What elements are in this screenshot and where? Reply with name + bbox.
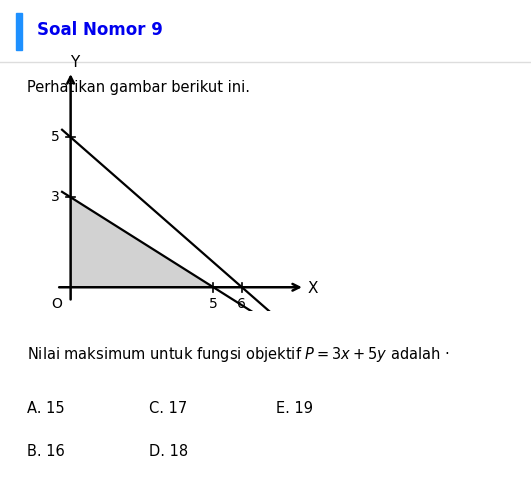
- Text: E. 19: E. 19: [276, 401, 313, 416]
- Text: Perhatikan gambar berikut ini.: Perhatikan gambar berikut ini.: [27, 80, 250, 95]
- Text: 5: 5: [209, 297, 218, 311]
- Text: B. 16: B. 16: [27, 444, 64, 459]
- Polygon shape: [71, 197, 213, 287]
- Text: X: X: [307, 281, 318, 296]
- Text: A. 15: A. 15: [27, 401, 64, 416]
- Text: 3: 3: [50, 190, 59, 204]
- Text: 6: 6: [237, 297, 246, 311]
- Text: Nilai maksimum untuk fungsi objektif $P = 3x + 5y$ adalah ·: Nilai maksimum untuk fungsi objektif $P …: [27, 345, 449, 364]
- Text: Y: Y: [70, 55, 80, 70]
- Text: O: O: [51, 297, 62, 311]
- Text: D. 18: D. 18: [149, 444, 188, 459]
- Bar: [16, 13, 22, 50]
- Text: 5: 5: [50, 130, 59, 144]
- Text: C. 17: C. 17: [149, 401, 187, 416]
- Text: Soal Nomor 9: Soal Nomor 9: [37, 20, 163, 38]
